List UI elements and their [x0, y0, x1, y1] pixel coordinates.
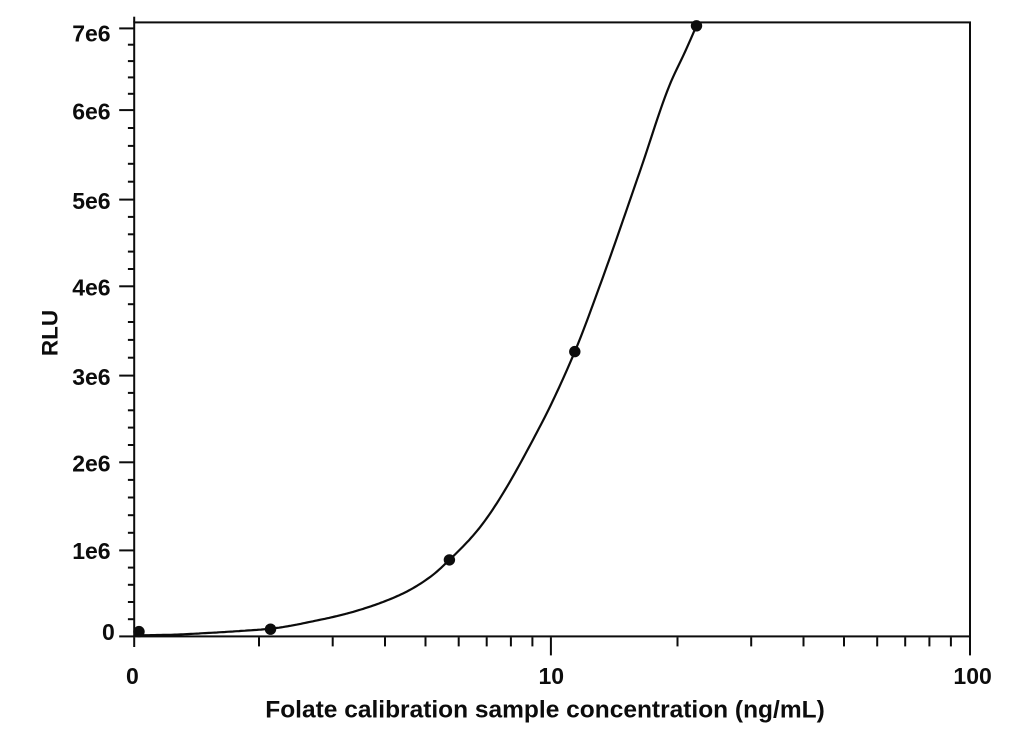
svg-text:100: 100 — [953, 663, 991, 689]
svg-text:6e6: 6e6 — [72, 98, 110, 124]
svg-text:1e6: 1e6 — [72, 538, 110, 564]
svg-text:2e6: 2e6 — [72, 451, 110, 477]
svg-text:0: 0 — [102, 619, 115, 645]
svg-text:0: 0 — [126, 663, 139, 689]
svg-text:4e6: 4e6 — [72, 275, 110, 301]
svg-text:7e6: 7e6 — [72, 20, 110, 46]
svg-text:10: 10 — [539, 663, 565, 689]
svg-text:RLU: RLU — [38, 310, 63, 356]
svg-text:Folate calibration sample conc: Folate calibration sample concentration … — [265, 697, 825, 724]
svg-text:5e6: 5e6 — [72, 188, 110, 214]
svg-text:3e6: 3e6 — [72, 364, 110, 390]
